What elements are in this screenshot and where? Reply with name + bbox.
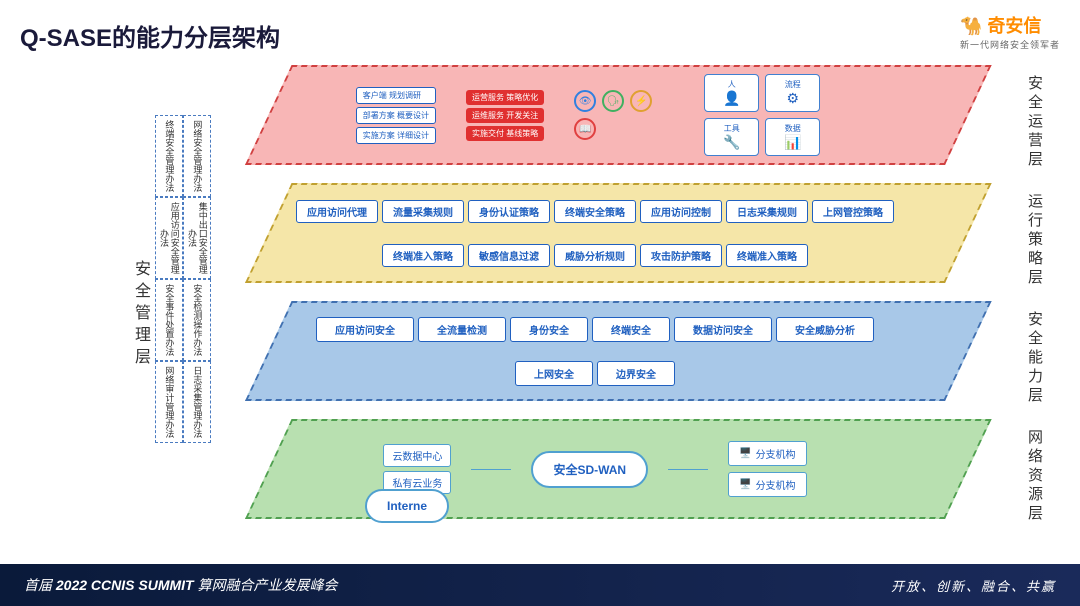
ops-tag: 运营服务 策略优化 [466,90,544,105]
internet-cloud: Interne [365,489,449,523]
mgmt-box: 网络审计管理办法 [155,361,183,443]
ops-box: 人👤 [704,74,759,112]
mgmt-box: 应用访问安全管理办法 [155,197,183,279]
footer: 首届 2022 CCNIS SUMMIT 算网融合产业发展峰会 开放、创新、融合… [0,564,1080,606]
policy-tag: 终端准入策略 [726,244,808,267]
policy-tag: 应用访问代理 [296,200,378,223]
footer-left: 首届 2022 CCNIS SUMMIT 算网融合产业发展峰会 [24,575,337,595]
capability-tag: 数据访问安全 [674,317,772,342]
policy-tag: 威胁分析规则 [554,244,636,267]
layer-network: 云数据中心私有云业务 安全SD-WAN 🖥️分支机构🖥️分支机构 Interne… [245,419,985,529]
layer-label: 安全能力层 [1024,311,1045,406]
layer-label: 运行策略层 [1024,193,1045,288]
capability-tag: 上网安全 [515,361,593,386]
logo-sub: 新一代网络安全领军者 [960,38,1060,51]
layer-capability: 应用访问安全全流量检测身份安全终端安全数据访问安全安全威胁分析上网安全边界安全 … [245,301,985,411]
capability-tag: 全流量检测 [418,317,506,342]
policy-tag: 应用访问控制 [640,200,722,223]
slide-title: Q-SASE的能力分层架构 [20,18,280,53]
policy-tag: 流量采集规则 [382,200,464,223]
layer-label: 安全运营层 [1024,75,1045,170]
logo-main: 🐪 奇安信 [960,12,1060,38]
policy-tag: 终端安全策略 [554,200,636,223]
ops-tag: 实施交付 基线策略 [466,126,544,141]
mgmt-column: 终端安全管理办法网络安全管理办法应用访问安全管理办法集中出口安全管理办法安全事件… [155,115,211,443]
layers-stack: 客户端 规划调研部署方案 概要设计实施方案 详细设计 运营服务 策略优化运维服务… [245,65,985,537]
dc-box: 云数据中心 [383,444,451,467]
capability-tag: 应用访问安全 [316,317,414,342]
ops-box: 工具🔧 [704,118,759,156]
logo: 🐪 奇安信 新一代网络安全领军者 [960,12,1060,51]
ops-box: 数据📊 [765,118,820,156]
mgmt-box: 终端安全管理办法 [155,115,183,197]
mgmt-box: 集中出口安全管理办法 [183,197,211,279]
policy-tag: 攻击防护策略 [640,244,722,267]
ops-tag: 运维服务 开发关注 [466,108,544,123]
ops-tag: 客户端 规划调研 [356,87,436,104]
policy-tag: 身份认证策略 [468,200,550,223]
capability-tag: 身份安全 [510,317,588,342]
mgmt-box: 网络安全管理办法 [183,115,211,197]
mgmt-layer-label: 安全管理层 [128,260,152,370]
capability-tag: 终端安全 [592,317,670,342]
policy-tag: 终端准入策略 [382,244,464,267]
layer-operations: 客户端 规划调研部署方案 概要设计实施方案 详细设计 运营服务 策略优化运维服务… [245,65,985,175]
policy-tag: 上网管控策略 [812,200,894,223]
ops-tag: 实施方案 详细设计 [356,127,436,144]
footer-right: 开放、创新、融合、共赢 [891,576,1056,595]
sdwan-cloud: 安全SD-WAN [531,451,648,488]
policy-tag: 日志采集规则 [726,200,808,223]
branch-box: 🖥️分支机构 [728,441,806,466]
mgmt-box: 日志采集管理办法 [183,361,211,443]
mgmt-box: 安全检测操作办法 [183,279,211,361]
mgmt-box: 安全事件处置办法 [155,279,183,361]
policy-tag: 敏感信息过滤 [468,244,550,267]
branch-box: 🖥️分支机构 [728,472,806,497]
ops-tag: 部署方案 概要设计 [356,107,436,124]
capability-tag: 安全威胁分析 [776,317,874,342]
layer-policy: 应用访问代理流量采集规则身份认证策略终端安全策略应用访问控制日志采集规则上网管控… [245,183,985,293]
ops-box: 流程⚙ [765,74,820,112]
layer-label: 网络资源层 [1024,429,1045,524]
capability-tag: 边界安全 [597,361,675,386]
